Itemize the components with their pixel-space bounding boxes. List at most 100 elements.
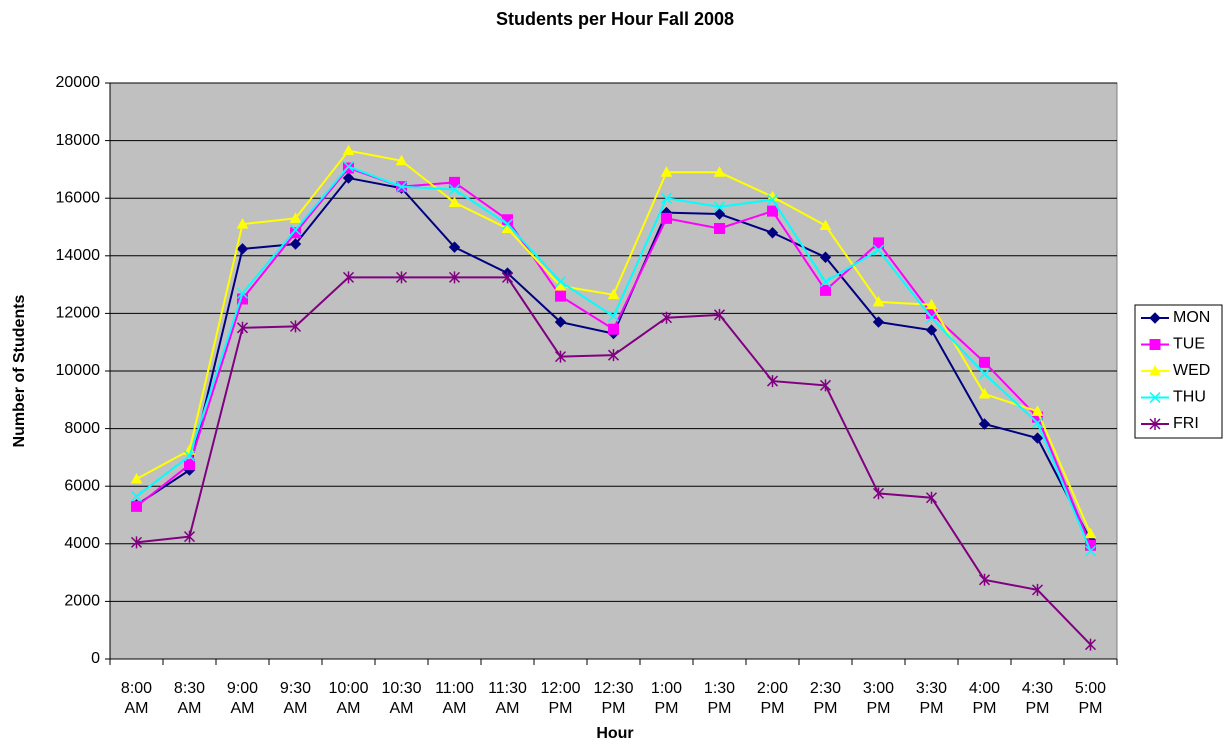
x-tick-label: 10:00 AM bbox=[328, 680, 368, 717]
y-tick-label: 12000 bbox=[56, 305, 101, 322]
marker bbox=[1084, 638, 1097, 651]
marker bbox=[289, 224, 302, 236]
x-tick-label: 11:30 AM bbox=[488, 680, 527, 717]
x-tick-label: 12:30 PM bbox=[593, 680, 633, 717]
legend-marker bbox=[1149, 391, 1161, 404]
marker bbox=[130, 536, 143, 549]
chart-title: Students per Hour Fall 2008 bbox=[496, 9, 734, 29]
legend-label: WED bbox=[1173, 362, 1210, 379]
x-tick-label: 8:00 AM bbox=[121, 680, 152, 717]
x-tick-label: 1:00 PM bbox=[651, 680, 682, 717]
marker bbox=[184, 459, 195, 471]
marker bbox=[1031, 405, 1044, 416]
marker bbox=[395, 271, 408, 284]
marker bbox=[342, 271, 355, 284]
legend-label: THU bbox=[1173, 389, 1206, 406]
marker bbox=[448, 241, 461, 253]
y-tick-label: 16000 bbox=[56, 189, 101, 206]
marker bbox=[925, 491, 938, 504]
legend-marker bbox=[1149, 418, 1161, 430]
x-tick-label: 3:00 PM bbox=[863, 680, 894, 717]
legend-marker bbox=[1149, 364, 1161, 376]
marker bbox=[607, 349, 620, 362]
legend-label: TUE bbox=[1173, 336, 1205, 353]
y-tick-label: 14000 bbox=[56, 247, 101, 264]
y-axis-title: Number of Students bbox=[11, 294, 28, 447]
marker bbox=[820, 284, 831, 296]
marker bbox=[767, 205, 778, 217]
marker bbox=[555, 290, 566, 302]
marker bbox=[978, 368, 991, 380]
marker bbox=[554, 350, 567, 363]
marker bbox=[660, 192, 673, 204]
marker bbox=[130, 472, 143, 484]
marker bbox=[819, 219, 832, 231]
marker bbox=[131, 500, 142, 512]
marker bbox=[661, 212, 672, 224]
marker bbox=[714, 222, 725, 234]
marker bbox=[395, 181, 408, 193]
x-tick-label: 9:30 AM bbox=[280, 680, 311, 717]
y-tick-label: 2000 bbox=[64, 593, 100, 610]
marker bbox=[925, 324, 938, 336]
marker bbox=[607, 288, 620, 300]
marker bbox=[1031, 432, 1044, 444]
marker bbox=[660, 166, 673, 177]
marker bbox=[554, 276, 567, 288]
y-tick-label: 6000 bbox=[64, 477, 100, 494]
marker bbox=[713, 208, 726, 220]
marker bbox=[449, 176, 460, 188]
marker bbox=[289, 320, 302, 333]
marker bbox=[873, 237, 884, 249]
x-tick-label: 4:00 PM bbox=[969, 680, 1000, 717]
marker bbox=[713, 308, 726, 321]
x-tick-label: 3:30 PM bbox=[916, 680, 947, 717]
x-tick-label: 2:00 PM bbox=[757, 680, 788, 717]
legend-label: MON bbox=[1173, 309, 1210, 326]
marker bbox=[872, 487, 885, 500]
marker bbox=[978, 388, 991, 399]
marker bbox=[819, 276, 832, 288]
marker bbox=[554, 280, 567, 291]
y-tick-label: 20000 bbox=[56, 74, 101, 91]
marker bbox=[766, 194, 779, 206]
legend-marker bbox=[1149, 312, 1161, 324]
x-tick-label: 8:30 AM bbox=[174, 680, 205, 717]
x-tick-label: 12:00 PM bbox=[540, 680, 580, 717]
marker bbox=[342, 172, 355, 184]
y-tick-label: 10000 bbox=[56, 362, 101, 379]
marker bbox=[1031, 583, 1044, 596]
marker bbox=[448, 271, 461, 284]
y-tick-label: 8000 bbox=[64, 420, 100, 437]
x-tick-label: 2:30 PM bbox=[810, 680, 841, 717]
x-tick-label: 9:00 AM bbox=[227, 680, 258, 717]
marker bbox=[448, 184, 461, 196]
marker bbox=[660, 311, 673, 324]
marker bbox=[978, 418, 991, 430]
marker bbox=[236, 243, 249, 255]
marker bbox=[819, 379, 832, 392]
x-tick-label: 1:30 PM bbox=[704, 680, 735, 717]
x-tick-label: 5:00 PM bbox=[1075, 680, 1106, 717]
marker bbox=[925, 298, 938, 310]
marker bbox=[1031, 417, 1044, 429]
x-axis-title: Hour bbox=[596, 725, 633, 742]
marker bbox=[289, 212, 302, 223]
marker bbox=[766, 375, 779, 388]
y-tick-label: 18000 bbox=[56, 132, 101, 149]
marker bbox=[713, 201, 726, 213]
marker bbox=[713, 166, 726, 177]
marker bbox=[183, 530, 196, 543]
marker bbox=[236, 218, 249, 229]
marker bbox=[289, 238, 302, 250]
marker bbox=[236, 321, 249, 334]
marker bbox=[1084, 545, 1097, 557]
marker bbox=[554, 316, 567, 328]
marker bbox=[501, 218, 514, 230]
marker bbox=[501, 271, 514, 284]
marker bbox=[925, 312, 938, 324]
marker bbox=[1084, 527, 1097, 539]
marker bbox=[342, 144, 355, 156]
legend-label: FRI bbox=[1173, 415, 1199, 432]
